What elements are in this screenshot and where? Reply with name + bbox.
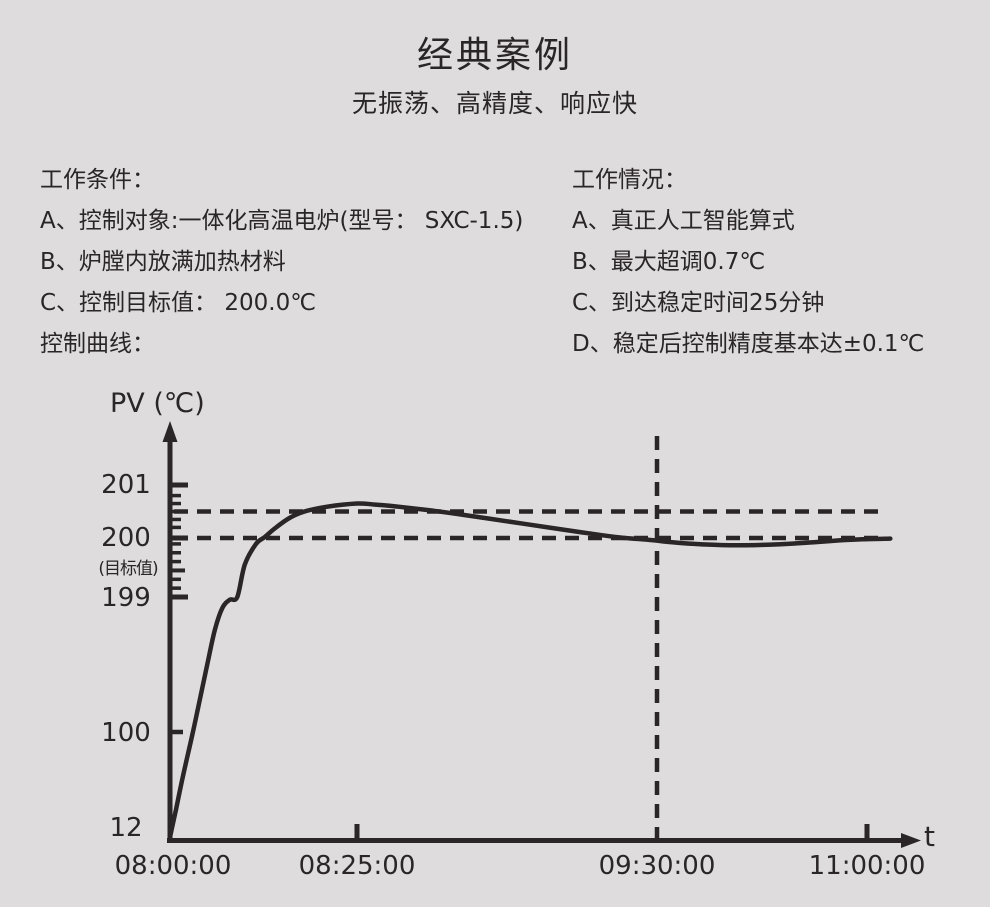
curve-section-label: 控制曲线： xyxy=(40,331,155,357)
result-item-d: D、稳定后控制精度基本达±0.1℃ xyxy=(572,331,925,357)
condition-item-c: C、控制目标值： 200.0℃ xyxy=(40,290,317,316)
y-axis-label: PV (℃) xyxy=(110,388,205,419)
x-axis-arrow xyxy=(901,833,921,848)
pv-curve xyxy=(167,501,893,840)
page-title: 经典案例 xyxy=(416,35,573,76)
y-axis-arrow xyxy=(162,421,178,442)
y-tick-100: 100 xyxy=(101,718,151,748)
working-conditions-section: 工作条件： A、控制对象:一体化高温电炉(型号： SXC-1.5) B、炉膛内放… xyxy=(40,160,523,365)
x-tick-0930: 09:30:00 xyxy=(598,851,716,881)
y-tick-201: 201 xyxy=(101,470,151,500)
result-item-b: B、最大超调0.7℃ xyxy=(572,249,766,275)
condition-item-a: A、控制对象:一体化高温电炉(型号： SXC-1.5) xyxy=(40,208,524,234)
x-tick-0825: 08:25:00 xyxy=(298,851,416,881)
results-heading: 工作情况： xyxy=(572,167,687,193)
condition-item-b: B、炉膛内放满加热材料 xyxy=(40,249,286,275)
result-item-c: C、到达稳定时间25分钟 xyxy=(572,290,825,316)
y-target-label: (目标值) xyxy=(98,559,158,579)
x-axis-label: t xyxy=(924,820,935,853)
y-tick-200: 200 xyxy=(101,523,151,553)
page-subtitle: 无振荡、高精度、响应快 xyxy=(351,89,638,118)
x-tick-1100: 11:00:00 xyxy=(808,851,926,881)
working-results-section: 工作情况： A、真正人工智能算式 B、最大超调0.7℃ C、到达稳定时间25分钟… xyxy=(572,160,924,365)
x-tick-0800: 08:00:00 xyxy=(114,851,232,881)
conditions-heading: 工作条件： xyxy=(40,167,155,193)
result-item-a: A、真正人工智能算式 xyxy=(572,208,795,234)
y-tick-199: 199 xyxy=(101,583,151,613)
y-tick-12: 12 xyxy=(109,813,143,843)
